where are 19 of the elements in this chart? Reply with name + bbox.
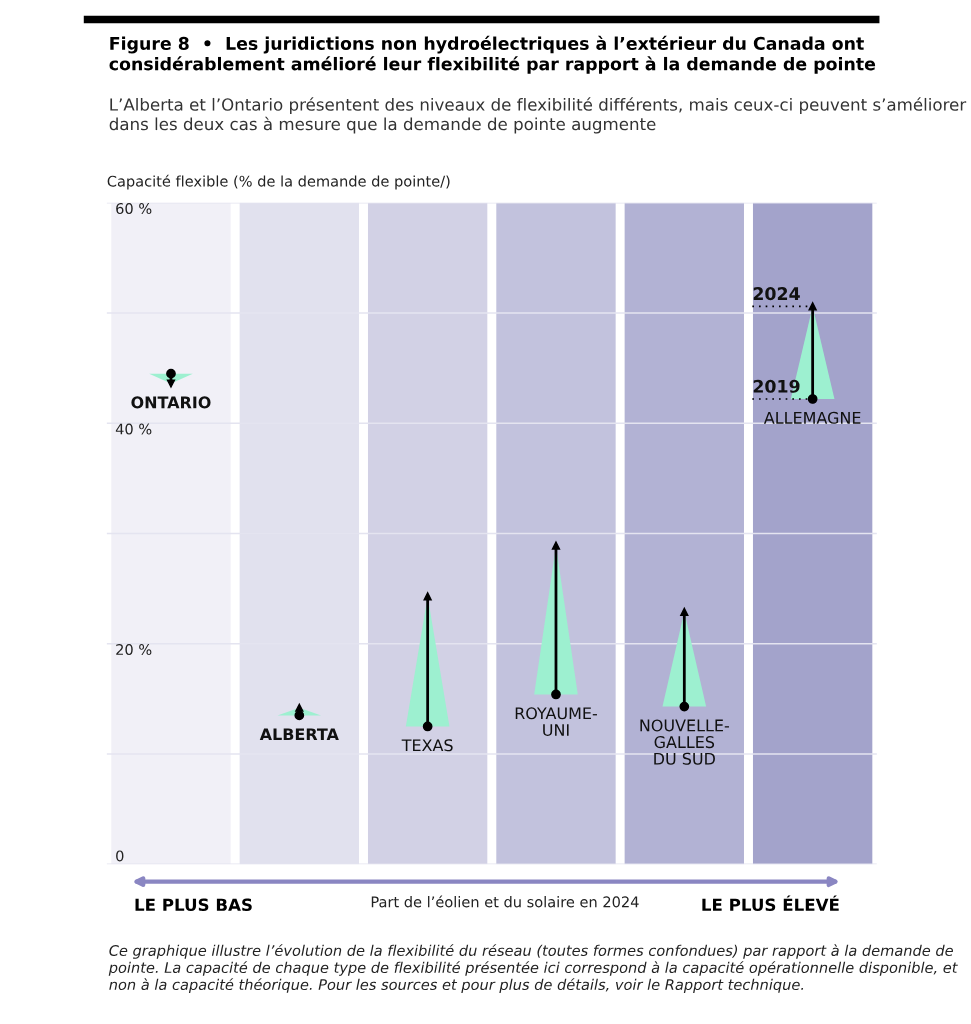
y-tick-label: 40 % [115, 423, 152, 435]
x-tick-label: NOUVELLE- GALLES DU SUD [640, 719, 729, 765]
series-label: 2019 [753, 379, 800, 393]
chart-title: Figure 8 • Les juridictions non hydroélectriques à l’extérieur du Canada ont considérablement amélioré leur flexibilité par rapport à la demande de pointe [109, 35, 876, 74]
chart-subtitle: L’Alberta et l’Ontario présentent des niveaux de flexibilité différents, mais ceux-ci peuvent s’améliorer dans les deux cas à mesure que la demande de pointe augmente [109, 97, 967, 134]
y-tick-label: 0 [116, 850, 124, 862]
y-axis-title: Capacité flexible (% de la demande de pointe/) [107, 174, 450, 190]
x-tick-label: ALBERTA [259, 728, 339, 741]
x-tick-label: TEXAS [401, 739, 453, 752]
y-tick-label: 20 % [116, 644, 152, 656]
x-tick-label: ROYAUME- UNI [515, 707, 597, 737]
text: LE PLUS ÉLEVÉ [702, 895, 839, 912]
x-axis-title: Part de l’éolien et du solaire en 2024 [371, 895, 639, 908]
x-tick-label: ALLEMAGNE [763, 411, 861, 424]
series-label: 2024 [753, 287, 800, 301]
x-tick-label: ONTARIO [131, 396, 211, 409]
text: LE PLUS BAS [135, 898, 252, 912]
y-tick-label: 60 % [116, 203, 152, 215]
text: Ce graphique illustre l’évolution de la flexibilité du réseau (toutes formes confondues) par rapport à la demande de pointe. La capacité de chaque type de flexibilité présentée ici correspond à la capacité opérationnelle disponible, et non à la capacité théorique. Pour les sources et pour plus de détails, voir le Rapport technique. [108, 944, 958, 993]
